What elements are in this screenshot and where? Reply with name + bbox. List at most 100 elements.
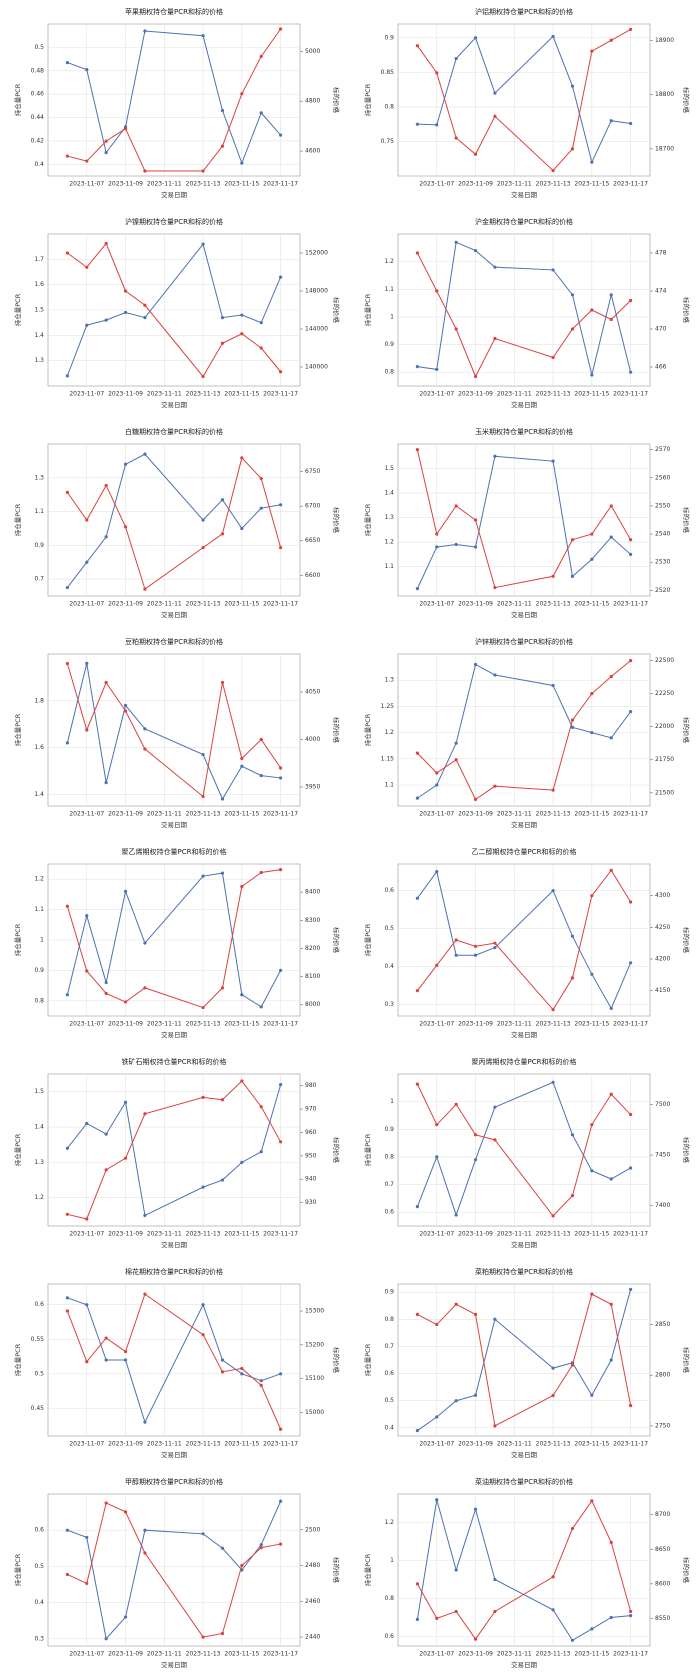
subplot: 沪锌期权持仓量PCR和标的价格 2023-11-07 2023-11-09 2023-…: [363, 637, 691, 829]
point: [240, 993, 244, 997]
y-axis-label: 持仓量PCR: [13, 293, 22, 326]
x-tick-label: 2023-11-17: [613, 1441, 648, 1448]
y2-tick-label: 478: [655, 250, 667, 257]
y-tick-label: 0.5: [34, 1563, 44, 1570]
point: [629, 1166, 633, 1170]
x-tick-label: 2023-11-09: [108, 601, 143, 608]
y2-tick-label: 22000: [655, 723, 674, 730]
x-axis-label: 交易日期: [511, 820, 538, 829]
series-line: [66, 1084, 282, 1217]
plot-area: [47, 1073, 301, 1227]
point: [454, 504, 458, 508]
point: [609, 1177, 613, 1181]
point: [473, 545, 478, 549]
point: [551, 1393, 555, 1398]
x-tick-label: 2023-11-13: [186, 181, 221, 188]
y-axis-label: 持仓量PCR: [13, 923, 22, 956]
point: [201, 1635, 205, 1639]
y2-tick-label: 940: [305, 1176, 317, 1183]
y-tick-label: 0.6: [34, 1527, 44, 1534]
x-tick-label: 2023-11-09: [458, 1231, 493, 1238]
y-tick-label: 1.1: [384, 286, 394, 293]
y2-tick-label: 8550: [655, 1615, 670, 1622]
x-tick-label: 2023-11-13: [536, 1651, 571, 1658]
point: [551, 574, 555, 578]
point: [220, 498, 225, 502]
y2-tick-label: 2750: [655, 1422, 670, 1429]
point: [259, 54, 263, 58]
point: [609, 1615, 613, 1620]
x-tick-label: 2023-11-07: [419, 181, 454, 188]
point: [65, 993, 69, 997]
point: [220, 341, 225, 345]
point: [609, 1358, 613, 1362]
point: [454, 542, 458, 547]
series-line: [417, 660, 631, 801]
series-line: [417, 663, 632, 799]
y2-axis-label: 标的价格: [682, 297, 691, 324]
plot-area: [397, 23, 651, 177]
x-tick-label: 2023-11-15: [574, 181, 609, 188]
y-tick-label: 1.3: [34, 1159, 44, 1166]
point: [435, 870, 439, 874]
x-tick-label: 2023-11-17: [613, 1231, 648, 1238]
point: [570, 934, 575, 938]
y2-tick-label: 930: [305, 1199, 317, 1206]
point: [435, 123, 439, 127]
y-tick-label: 1.3: [384, 514, 394, 521]
y-tick-label: 0.6: [384, 1633, 394, 1640]
point: [123, 703, 128, 708]
y-tick-label: 1: [390, 313, 394, 320]
point: [240, 764, 244, 768]
point: [85, 1303, 89, 1307]
subplot: 白糖期权持仓量PCR和标的价格 2023-11-07 2023-11-09 2023-…: [13, 427, 341, 619]
point: [590, 1123, 594, 1127]
point: [493, 1424, 497, 1428]
point: [609, 1302, 613, 1306]
x-tick-label: 2023-11-15: [224, 1021, 259, 1028]
point: [259, 1150, 263, 1154]
y2-tick-label: 8100: [305, 973, 320, 980]
series-line: [66, 243, 282, 377]
subplot: 甲醇期权持仓量PCR和标的价格 2023-11-07 2023-11-09 2023-…: [13, 1477, 341, 1669]
y-tick-label: 0.9: [34, 967, 44, 974]
x-tick-label: 2023-11-13: [536, 1231, 571, 1238]
y-axis-label: 持仓量PCR: [363, 923, 372, 956]
y-tick-label: 0.42: [31, 137, 45, 144]
series-line: [416, 1083, 631, 1217]
point: [279, 1499, 283, 1503]
point: [454, 1399, 458, 1403]
point: [629, 1112, 633, 1117]
y2-tick-label: 6600: [305, 572, 320, 579]
point: [279, 868, 283, 872]
x-tick-label: 2023-11-11: [497, 601, 532, 608]
y2-axis-label: 标的价格: [682, 507, 691, 534]
point: [415, 44, 419, 48]
point: [65, 741, 69, 745]
point: [493, 1577, 497, 1582]
y2-axis-label: 标的价格: [332, 1347, 341, 1374]
subplot: 玉米期权持仓量PCR和标的价格 2023-11-07 2023-11-09 2023-…: [363, 427, 691, 619]
point: [415, 1617, 419, 1621]
point: [473, 374, 478, 379]
point: [259, 1105, 263, 1109]
point: [65, 374, 69, 378]
series-line: [66, 1293, 282, 1430]
y2-tick-label: 8600: [655, 1580, 670, 1587]
x-tick-label: 2023-11-17: [613, 601, 648, 608]
x-tick-label: 2023-11-11: [497, 1021, 532, 1028]
point: [473, 152, 478, 156]
point: [201, 546, 205, 550]
point: [570, 327, 575, 331]
point: [104, 980, 108, 985]
series-line: [416, 870, 632, 1010]
chart-title: 菜油期权持仓量PCR和标的价格: [475, 1477, 573, 1486]
point: [259, 870, 263, 875]
x-tick-label: 2023-11-11: [497, 1231, 532, 1238]
point: [65, 490, 69, 494]
point: [279, 370, 283, 374]
point: [415, 587, 419, 591]
point: [143, 29, 147, 33]
point: [201, 1303, 205, 1307]
point: [123, 1510, 128, 1514]
